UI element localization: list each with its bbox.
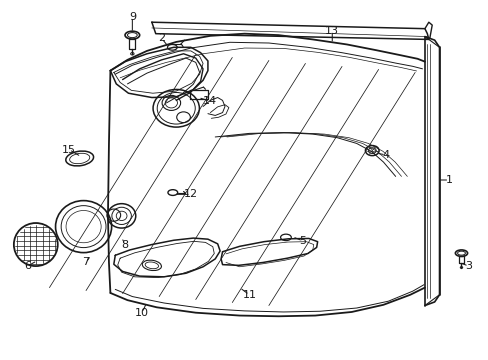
- Text: 8: 8: [121, 239, 128, 249]
- Text: 6: 6: [24, 261, 31, 271]
- Text: 1: 1: [445, 175, 452, 185]
- Text: 9: 9: [128, 12, 136, 22]
- Text: 7: 7: [82, 257, 89, 267]
- Text: 10: 10: [135, 308, 149, 318]
- Text: 12: 12: [183, 189, 198, 199]
- Text: 13: 13: [325, 26, 339, 36]
- Text: 11: 11: [242, 290, 256, 300]
- Text: 3: 3: [465, 261, 471, 271]
- Text: 14: 14: [203, 96, 217, 106]
- Text: 2: 2: [158, 33, 165, 43]
- Text: 4: 4: [382, 150, 388, 160]
- Text: 15: 15: [62, 144, 76, 154]
- Text: 5: 5: [299, 236, 306, 246]
